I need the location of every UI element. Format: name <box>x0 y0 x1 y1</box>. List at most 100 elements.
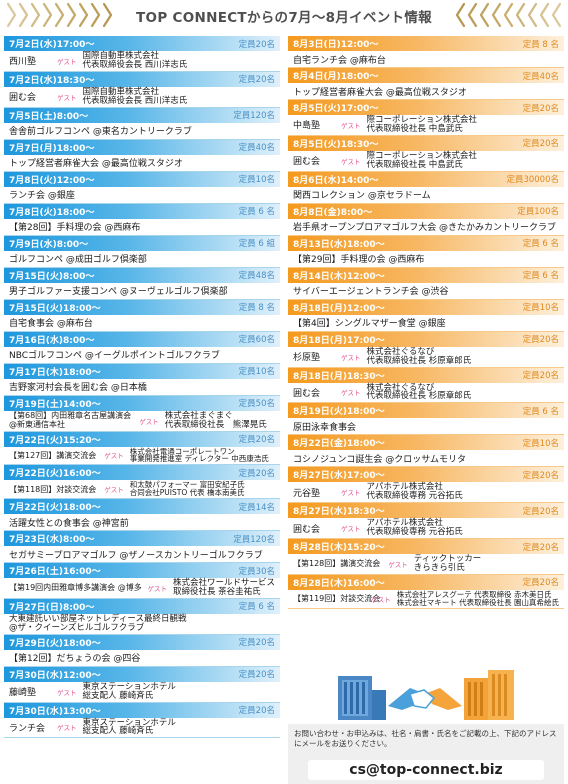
event-date-bar: 8月14日(木)12:00〜 定員 6 名 <box>288 267 564 283</box>
event-date-bar: 8月5日(火)17:00〜 定員20名 <box>288 100 564 115</box>
speaker-line: 際コーポレーション株式会社 <box>366 115 477 125</box>
event-title: NBCゴルフコンペ @イーグルポイントゴルフクラブ <box>9 351 220 362</box>
event-date-bar: 7月16日(水)8:00〜 定員60名 <box>4 331 280 347</box>
event-capacity: 定員20名 <box>238 39 275 50</box>
guest-label: ゲスト <box>104 452 124 461</box>
event-item: 7月19日(土)14:00〜 定員50名 【第68回】内田雅章名古屋講演会 @新東通信… <box>4 395 280 432</box>
event-capacity: 定員60名 <box>238 335 275 346</box>
event-title: 【第4回】シングルマザー食堂 @銀座 <box>293 319 446 330</box>
event-capacity: 定員10名 <box>238 367 275 378</box>
event-body: 中島塾 ゲスト 際コーポレーション株式会社 代表取締役社長 中島武氏 <box>288 115 564 135</box>
event-date-bar: 7月9日(水)8:00〜 定員 6 組 <box>4 235 280 251</box>
event-date: 7月26日(土)16:00〜 <box>9 567 101 578</box>
event-capacity: 定員20名 <box>238 706 275 717</box>
event-body: セガサミープロアマゴルフ @ザノースカントリーゴルフクラブ <box>4 546 280 562</box>
event-capacity: 定員100名 <box>517 207 559 218</box>
event-body: 囲む会 ゲスト 国際自動車株式会社 代表取締役会長 西川洋志氏 <box>4 87 280 107</box>
event-date: 7月16日(水)8:00〜 <box>9 335 95 346</box>
event-capacity: 定員14名 <box>238 502 275 513</box>
event-date: 8月19日(火)18:00〜 <box>293 407 385 418</box>
event-title: 自宅食事会 @麻布台 <box>9 319 93 330</box>
event-title: 【第128回】講演交流会 <box>293 559 381 569</box>
event-date-bar: 7月5日(土)8:00〜 定員120名 <box>4 107 280 123</box>
event-body: 自宅ランチ会 @麻布台 <box>288 51 564 67</box>
event-title: 囲む会 <box>293 157 321 168</box>
event-body: 男子ゴルファー支援コンペ @ヌーヴェルゴルフ倶楽部 <box>4 283 280 299</box>
speaker-info: 国際自動車株式会社 代表取締役会長 西川洋志氏 <box>83 52 188 70</box>
event-date: 8月28日(木)15:20〜 <box>293 543 385 554</box>
event-item: 8月4日(月)18:00〜 定員40名 トップ経営者麻雀大会 @最高位戦スタジオ <box>288 68 564 100</box>
event-item: 7月2日(水)17:00〜 定員20名 西川塾 ゲスト 国際自動車株式会社 代表取締役会長… <box>4 36 280 72</box>
guest-label: ゲスト <box>104 486 124 495</box>
event-body: 原田泳幸食事会 <box>288 418 564 434</box>
speaker-line: 株式会社電通コーポレートワン <box>129 446 235 456</box>
event-capacity: 定員10名 <box>522 438 559 449</box>
speaker-line: 合同会社PUISTO 代表 橋本南美氏 <box>129 488 245 498</box>
event-body: サイバーエージェントランチ会 @渋谷 <box>288 283 564 299</box>
left-chevron-ornament-icon <box>6 2 113 28</box>
speaker-line: 株式会社まぐまぐ <box>164 410 233 421</box>
event-title: 【第12回】だちょうの会 @四谷 <box>9 654 141 665</box>
event-title: 大東建託いい部屋ネットレディース最終日観戦 @ザ・クイーンズヒルゴルフクラブ <box>9 613 187 633</box>
speaker-line: 取締役社長 茶谷圭祐氏 <box>172 586 261 597</box>
event-title: 囲む会 <box>9 93 37 104</box>
speaker-line: 代表取締役社長 杉原章郎氏 <box>366 355 472 366</box>
event-body: 囲む会 ゲスト 株式会社ぐるなび 代表取締役社長 杉原章郎氏 <box>288 383 564 403</box>
speaker-info: 際コーポレーション株式会社 代表取締役社長 中島武氏 <box>366 150 477 170</box>
speaker-info: 株式会社ぐるなび 代表取締役社長 杉原章郎氏 <box>366 347 472 366</box>
event-body: 岩手県オープンプロアマゴルフ大会 @きたかみカントリークラブ <box>288 219 564 235</box>
event-body: ランチ会 ゲスト 東京ステーションホテル 総支配人 藤崎斉氏 <box>4 718 280 738</box>
guest-label: ゲスト <box>139 417 159 426</box>
speaker-line: 株式会社ぐるなび <box>366 382 435 393</box>
event-capacity: 定員20名 <box>522 506 559 517</box>
speaker-info: 和太鼓パフォーマー 富田安紀子氏 合同会社PUISTO 代表 橋本南美氏 <box>130 481 245 497</box>
speaker-line: 国際自動車株式会社 <box>82 51 160 61</box>
event-body: 関西コレクション @京セラドーム <box>288 187 564 203</box>
event-date-bar: 7月22日(火)18:00〜 定員14名 <box>4 499 280 515</box>
event-title: 自宅ランチ会 @麻布台 <box>293 55 386 66</box>
event-item: 8月27日(水)17:00〜 定員20名 元谷塾 ゲスト アパホテル株式会社 代表取締役専… <box>288 467 564 504</box>
contact-email[interactable]: cs@top-connect.biz <box>308 760 544 780</box>
event-date-bar: 8月18日(月)12:00〜 定員10名 <box>288 299 564 315</box>
event-item: 7月5日(土)8:00〜 定員120名 舎舎前ゴルフコンペ @東名カントリークラブ <box>4 107 280 140</box>
event-title: 【第29回】手料理の会 @西麻布 <box>293 255 425 266</box>
event-date: 7月22日(火)18:00〜 <box>9 503 101 514</box>
event-date: 7月8日(火)18:00〜 <box>9 207 95 218</box>
speaker-line: 総支配人 藤崎斉氏 <box>82 726 154 737</box>
event-title: 囲む会 <box>293 524 321 535</box>
event-title-line: 大東建託いい部屋ネットレディース最終日観戦 <box>9 613 187 624</box>
event-body: 囲む会 ゲスト 際コーポレーション株式会社 代表取締役社長 中島武氏 <box>288 151 564 171</box>
guest-label: ゲスト <box>57 724 77 733</box>
event-capacity: 定員20名 <box>238 435 275 446</box>
event-title: 元谷塾 <box>293 488 321 499</box>
event-date-bar: 7月26日(土)16:00〜 定員30名 <box>4 563 280 579</box>
speaker-line: 代表取締役社長 中島武氏 <box>366 123 463 134</box>
event-date: 8月27日(水)17:00〜 <box>293 471 385 482</box>
event-date-bar: 8月28日(木)15:20〜 定員20名 <box>288 539 564 555</box>
event-capacity: 定員20名 <box>238 468 275 479</box>
speaker-line: 代表取締役社長 熊澤晃氏 <box>164 419 267 430</box>
event-title: トップ経営者麻雀大会 @最高位戦スタジオ <box>293 87 467 98</box>
event-body: 囲む会 ゲスト アパホテル株式会社 代表取締役専務 元谷拓氏 <box>288 518 564 538</box>
event-capacity: 定員20名 <box>238 75 275 86</box>
guest-label: ゲスト <box>57 57 77 66</box>
event-body: 【第12回】だちょうの会 @四谷 <box>4 650 280 666</box>
event-title: 藤崎塾 <box>9 688 37 699</box>
speaker-line: 株式会社ワールドサービス <box>172 578 275 589</box>
event-date-bar: 7月17日(木)18:00〜 定員10名 <box>4 363 280 379</box>
event-capacity: 定員20名 <box>522 371 559 382</box>
event-title: セガサミープロアマゴルフ @ザノースカントリーゴルフクラブ <box>9 550 263 561</box>
speaker-line: 際コーポレーション株式会社 <box>366 150 477 161</box>
event-title: サイバーエージェントランチ会 @渋谷 <box>293 287 449 298</box>
event-capacity: 定員 6 名 <box>238 207 275 218</box>
event-item: 8月18日(月)12:00〜 定員10名【第4回】シングルマザー食堂 @銀座 <box>288 299 564 332</box>
event-date: 7月17日(木)18:00〜 <box>9 367 101 378</box>
event-capacity: 定員 6 名 <box>238 602 275 613</box>
speaker-line: 事業開発推進室 ディレクター 中西康浩氏 <box>129 454 269 464</box>
event-capacity: 定員10名 <box>522 303 559 314</box>
event-body: 舎舎前ゴルフコンペ @東名カントリークラブ <box>4 123 280 139</box>
event-date: 7月29日(火)18:00〜 <box>9 638 101 649</box>
event-title: 囲む会 <box>293 388 321 399</box>
event-capacity: 定員120名 <box>233 111 275 122</box>
event-title: 【第28回】手料理の会 @西麻布 <box>9 223 141 234</box>
